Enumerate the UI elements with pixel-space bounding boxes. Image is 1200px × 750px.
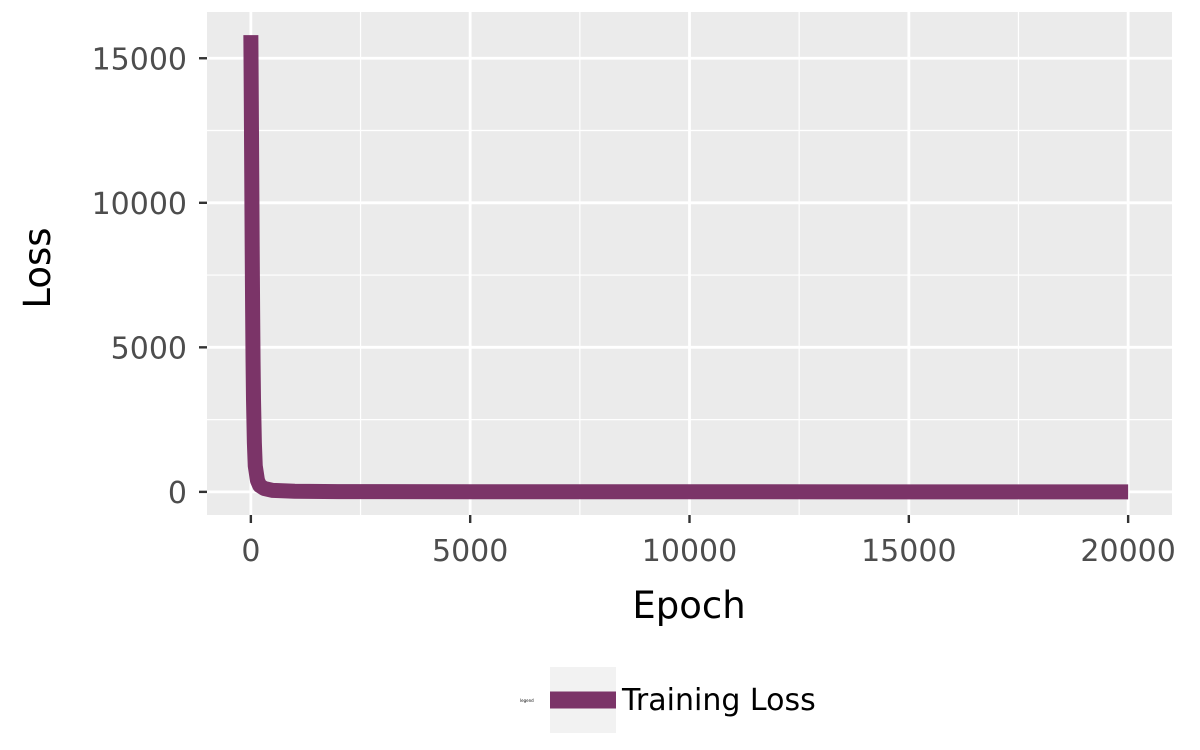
- series-line-0: [243, 35, 1129, 500]
- series-layer: [243, 35, 1129, 500]
- y-tick-label: 15000: [92, 42, 187, 77]
- legend-label: Training Loss: [621, 683, 816, 718]
- x-tick-label: 5000: [432, 534, 508, 569]
- y-tick-label: 5000: [111, 331, 187, 366]
- x-tick-label: 15000: [861, 534, 956, 569]
- x-axis-title: Epoch: [632, 584, 745, 627]
- legend: legend Training Loss: [520, 667, 816, 733]
- legend-title: legend: [520, 698, 534, 703]
- y-axis: 0 5000 10000 15000: [92, 42, 207, 511]
- y-axis-title: Loss: [16, 227, 59, 308]
- x-tick-label: 20000: [1080, 534, 1175, 569]
- y-tick-label: 0: [168, 476, 187, 511]
- x-tick-label: 0: [241, 534, 260, 569]
- y-tick-label: 10000: [92, 187, 187, 222]
- x-tick-label: 10000: [642, 534, 737, 569]
- x-axis: 0 5000 10000 15000 20000: [241, 515, 1176, 569]
